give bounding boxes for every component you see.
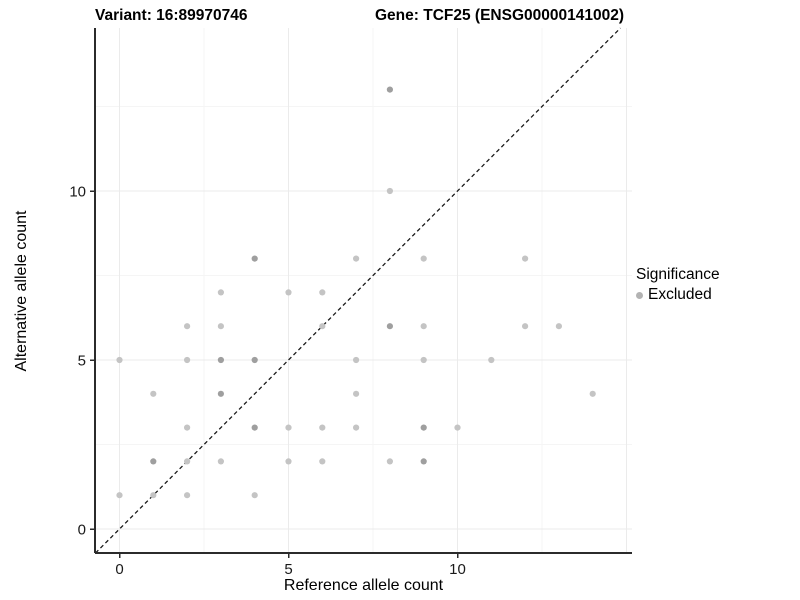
data-point — [217, 458, 224, 465]
data-point — [353, 390, 360, 397]
data-point — [184, 424, 191, 431]
data-point — [386, 458, 393, 465]
y-axis-title: Alternative allele count — [13, 210, 30, 372]
data-point — [285, 458, 292, 465]
data-point — [184, 356, 191, 364]
data-point — [251, 492, 258, 499]
legend-key-dot-icon — [636, 291, 643, 299]
data-point — [319, 289, 326, 296]
data-point — [217, 289, 224, 296]
data-point — [353, 424, 360, 431]
legend-item-excluded: Excluded — [636, 286, 720, 304]
data-point — [217, 390, 224, 397]
data-point — [386, 86, 393, 93]
data-point — [353, 356, 360, 364]
data-point — [319, 424, 326, 431]
legend-item-label: Excluded — [648, 286, 712, 303]
data-point — [420, 356, 427, 364]
identity-dashed-line — [95, 27, 621, 554]
data-point — [386, 323, 393, 330]
x-tick-label: 0 — [115, 561, 123, 578]
data-point — [150, 390, 157, 397]
y-tick-label: 0 — [78, 522, 86, 539]
y-tick-label: 5 — [78, 353, 86, 370]
data-point — [150, 458, 157, 465]
data-point — [184, 323, 191, 330]
y-tick-label: 10 — [69, 184, 86, 201]
data-point — [386, 187, 393, 195]
data-point — [488, 356, 495, 364]
data-point — [285, 289, 292, 296]
data-point — [217, 323, 224, 330]
data-point — [251, 424, 258, 431]
data-point — [319, 323, 326, 330]
data-point — [251, 255, 258, 262]
data-point — [319, 458, 326, 465]
data-point — [116, 492, 123, 499]
x-tick-label: 10 — [449, 561, 466, 578]
data-point — [353, 255, 360, 262]
data-point — [420, 458, 427, 465]
data-point — [555, 323, 563, 330]
data-point — [522, 255, 529, 262]
data-point — [150, 492, 157, 499]
data-point — [420, 424, 427, 431]
legend-title: Significance — [636, 266, 720, 283]
data-point — [184, 458, 191, 465]
data-point — [589, 390, 596, 397]
data-point — [251, 356, 258, 364]
data-point — [420, 323, 427, 330]
data-point — [217, 356, 224, 364]
x-axis-title: Reference allele count — [283, 577, 444, 594]
plot-title-gene: Gene: TCF25 (ENSG00000141002) — [375, 7, 624, 24]
data-point — [454, 424, 461, 431]
data-point — [285, 424, 292, 431]
legend: Significance Excluded — [636, 266, 720, 304]
data-point — [420, 255, 427, 262]
plot-title-variant: Variant: 16:89970746 — [95, 7, 248, 24]
data-point — [116, 356, 123, 364]
data-point — [522, 323, 529, 330]
x-tick-label: 5 — [284, 561, 292, 578]
data-point — [184, 492, 191, 499]
